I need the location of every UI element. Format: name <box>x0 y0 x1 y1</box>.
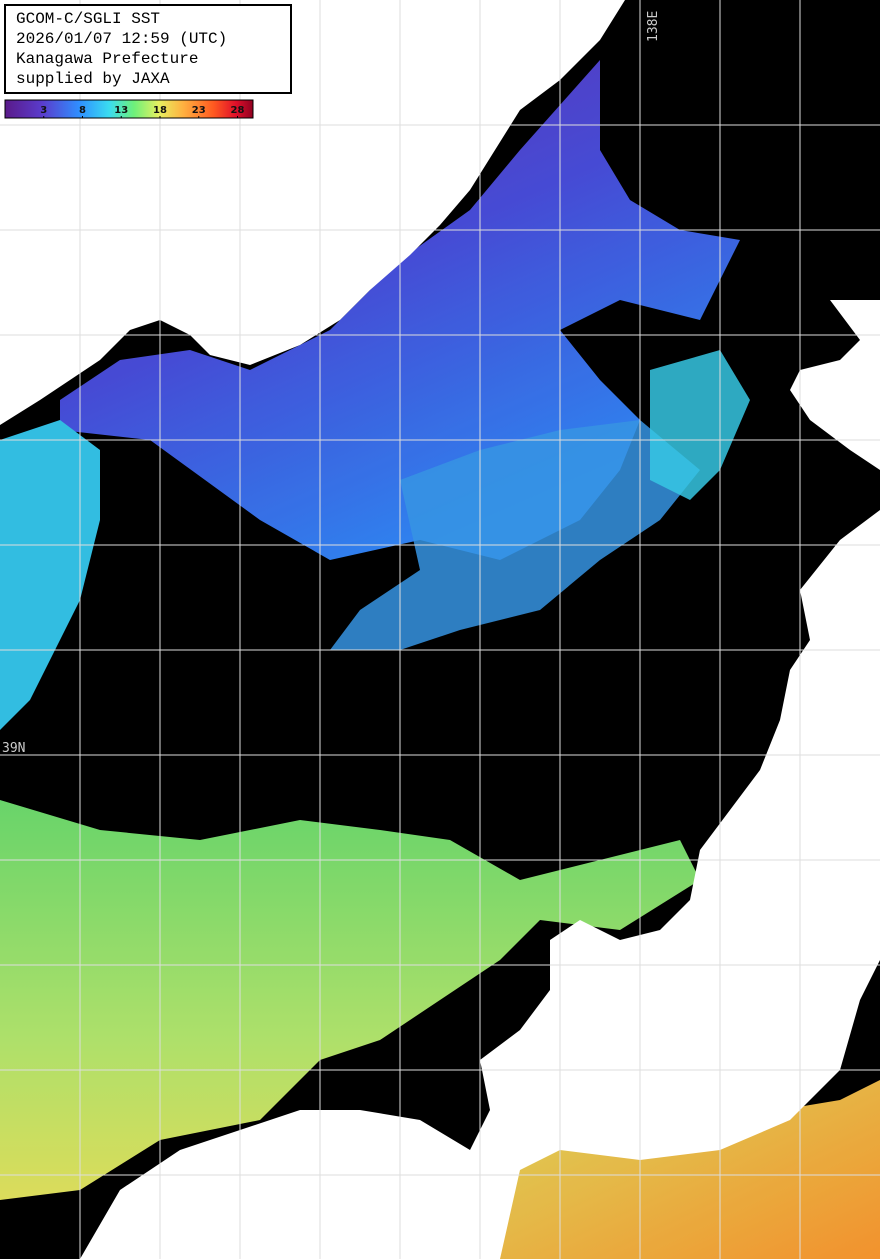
hokkaido <box>790 300 880 470</box>
colorbar-tick-label: 23 <box>192 105 206 116</box>
latitude-label: 39N <box>2 741 25 756</box>
colorbar <box>4 99 254 119</box>
header-box <box>4 4 292 94</box>
header: GCOM-C/SGLI SST 2026/01/07 12:59 (UTC) Kan… <box>16 10 227 88</box>
honshu <box>80 510 880 1259</box>
colorbar-tick-label: 13 <box>114 105 128 116</box>
header-line: 2026/01/07 12:59 (UTC) <box>16 30 227 48</box>
header-line: supplied by JAXA <box>16 70 170 88</box>
colorbar-tick-label: 8 <box>79 105 86 116</box>
island <box>165 130 215 170</box>
colorbar-tick-label: 3 <box>40 105 47 116</box>
colorbar-ticks: 3 8 13 18 23 28 <box>40 105 244 118</box>
longitude-label: 138E <box>646 11 661 42</box>
cyan-patch <box>650 350 750 500</box>
colorbar-tick-label: 28 <box>231 105 245 116</box>
colorbar-tick-label: 18 <box>153 105 167 116</box>
header-line: GCOM-C/SGLI SST <box>16 10 160 28</box>
warm-water <box>500 1080 880 1259</box>
cool-water <box>330 420 700 650</box>
cyan-water <box>0 420 100 730</box>
temperate-water <box>0 800 700 1200</box>
header-line: Kanagawa Prefecture <box>16 50 198 68</box>
